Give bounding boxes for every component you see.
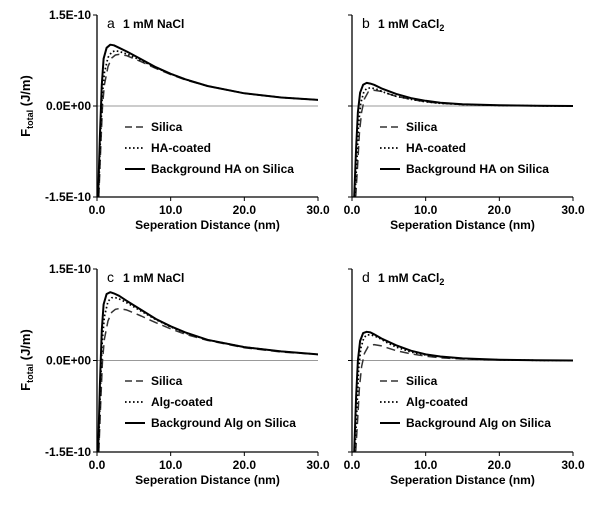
series-line-solid	[353, 330, 573, 452]
x-tick-label: 0.0	[89, 458, 106, 472]
x-tick-label: 0.0	[344, 203, 361, 217]
series-line-solid	[353, 81, 573, 197]
legend-label: Silica	[406, 120, 438, 134]
panel-b: 0.0 10.0 20.0 30.0 Seperation Distance (nm) b…	[344, 14, 585, 232]
panel-condition: 1 mM NaCl	[123, 271, 184, 285]
x-tick-label: 20.0	[233, 458, 257, 472]
x-tick-label: 20.0	[488, 458, 512, 472]
legend-label: Silica	[151, 120, 183, 134]
x-axis-title: Seperation Distance (nm)	[390, 473, 535, 487]
x-tick-label: 0.0	[344, 458, 361, 472]
series-line-dotted	[354, 334, 573, 452]
panel-condition-main: 1 mM CaCl	[378, 17, 439, 31]
x-tick-label: 20.0	[233, 203, 257, 217]
panel-a: 0.0 10.0 20.0 30.0 1.5E-10 0.0E+00 -1.5E-10 Sep…	[45, 8, 330, 232]
y-axis-title-main: F	[18, 129, 33, 137]
panel-d: 0.0 10.0 20.0 30.0 Seperation Distance (nm) d…	[344, 268, 585, 487]
panel-condition: 1 mM NaCl	[123, 17, 184, 31]
y-tick-label: 1.5E-10	[49, 262, 91, 276]
panel-letter: d	[362, 269, 370, 285]
legend-label: HA-coated	[151, 141, 211, 155]
series-line-solid	[97, 291, 318, 452]
x-axis-title: Seperation Distance (nm)	[390, 218, 535, 232]
x-tick-label: 30.0	[561, 203, 585, 217]
y-axis-title-unit: (J/m)	[18, 329, 33, 364]
x-tick-label: 10.0	[159, 458, 183, 472]
legend-label: Silica	[151, 374, 183, 388]
legend-label: Background Alg on Silica	[406, 416, 551, 430]
x-tick-label: 20.0	[488, 203, 512, 217]
legend-label: Background HA on Silica	[406, 162, 549, 176]
y-axis-title: Ftotal (J/m)	[18, 75, 35, 137]
panel-condition-main: 1 mM CaCl	[378, 271, 439, 285]
panel-condition: 1 mM CaCl2	[378, 17, 444, 33]
y-tick-label: 1.5E-10	[49, 8, 91, 22]
panel-condition: 1 mM CaCl2	[378, 271, 444, 287]
panel-condition-sub: 2	[439, 23, 444, 33]
panel-condition-sub: 2	[439, 277, 444, 287]
panel-condition-main: 1 mM NaCl	[123, 17, 184, 31]
y-tick-label: -1.5E-10	[45, 190, 91, 204]
y-tick-label: 0.0E+00	[46, 99, 91, 113]
x-axis-title: Seperation Distance (nm)	[135, 218, 280, 232]
panel-c: 0.0 10.0 20.0 30.0 1.5E-10 0.0E+00 -1.5E-10 Sep…	[45, 262, 330, 487]
x-axis-title: Seperation Distance (nm)	[135, 473, 280, 487]
panel-condition-main: 1 mM NaCl	[123, 271, 184, 285]
series-line-dotted	[97, 49, 318, 197]
x-tick-label: 30.0	[306, 203, 330, 217]
panel-letter: a	[107, 15, 115, 31]
legend-label: Background HA on Silica	[151, 162, 294, 176]
legend-label: HA-coated	[406, 141, 466, 155]
series-line-solid	[97, 43, 318, 197]
y-axis-title-unit: (J/m)	[18, 75, 33, 110]
y-tick-label: -1.5E-10	[45, 445, 91, 459]
x-tick-label: 30.0	[306, 458, 330, 472]
x-tick-label: 10.0	[159, 203, 183, 217]
legend-label: Silica	[406, 374, 438, 388]
y-axis-title: Ftotal (J/m)	[18, 329, 35, 391]
legend-label: Alg-coated	[151, 395, 213, 409]
x-tick-label: 10.0	[414, 203, 438, 217]
panel-letter: c	[107, 269, 114, 285]
series-line-dotted	[97, 296, 318, 452]
legend-label: Background Alg on Silica	[151, 416, 296, 430]
legend-label: Alg-coated	[406, 395, 468, 409]
x-tick-label: 30.0	[561, 458, 585, 472]
x-tick-label: 0.0	[89, 203, 106, 217]
y-axis-title-main: F	[18, 383, 33, 391]
x-tick-label: 10.0	[414, 458, 438, 472]
panel-letter: b	[362, 15, 370, 31]
y-axis-title-sub: total	[25, 110, 35, 129]
y-tick-label: 0.0E+00	[46, 354, 91, 368]
y-axis-title-sub: total	[25, 364, 35, 383]
